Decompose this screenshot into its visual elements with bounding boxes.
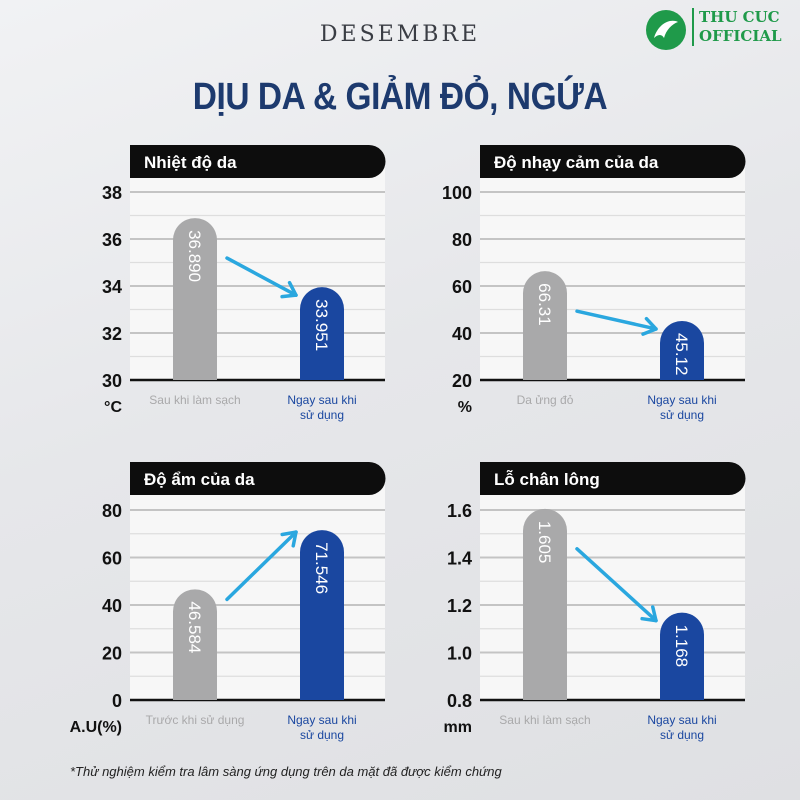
unit-label: % xyxy=(458,399,472,416)
bar-value-label: 36.890 xyxy=(185,230,204,282)
y-tick-label: 1.2 xyxy=(447,596,472,616)
chart-header xyxy=(130,145,386,178)
category-label-line: Ngay sau khi xyxy=(647,713,716,727)
bar-value-label: 1.605 xyxy=(535,521,554,564)
chart-title: Nhiệt độ da xyxy=(144,153,237,172)
trend-arrow-icon xyxy=(225,530,298,602)
bar-after xyxy=(660,612,704,700)
arrow-head-icon xyxy=(280,280,298,299)
logo-line1: THU CUC xyxy=(699,8,780,26)
y-tick-label: 30 xyxy=(102,371,122,391)
leaf-logo-icon xyxy=(646,10,686,50)
y-tick-label: 60 xyxy=(102,549,122,569)
y-tick-label: 38 xyxy=(102,183,122,203)
category-label: Ngay sau khi sử dụng xyxy=(287,393,356,422)
chart-1: Nhiệt độ da 30 32 34 36 38 °C 36.890 Sau khi làm… xyxy=(102,145,386,422)
y-tick-label: 40 xyxy=(452,324,472,344)
chart-title: Lỗ chân lông xyxy=(494,470,600,489)
bar-before xyxy=(523,271,567,380)
chart-header xyxy=(480,145,746,178)
category-label-line: Trước khi sử dụng xyxy=(146,713,245,727)
chart-3: Độ ẩm của da 0 20 40 60 80 A.U(%) 46.584 Trước k… xyxy=(70,462,386,742)
trend-arrow-icon xyxy=(575,547,658,623)
category-label: Sau khi làm sạch xyxy=(149,393,240,407)
y-tick-label: 1.6 xyxy=(447,501,472,521)
y-tick-label: 20 xyxy=(452,371,472,391)
category-label-line: Ngay sau khi xyxy=(647,393,716,407)
bar-value-label: 66.31 xyxy=(535,283,554,326)
category-label-line: sử dụng xyxy=(300,408,344,422)
trend-arrow-icon xyxy=(225,256,298,297)
chart-2: Độ nhạy cảm của da 20 40 60 80 100% 66.31 Da ửn… xyxy=(442,145,746,422)
y-tick-label: 1.4 xyxy=(447,549,472,569)
bar-value-label: 71.546 xyxy=(312,542,331,594)
unit-label: °C xyxy=(104,399,122,416)
logo-line2: OFFICIAL xyxy=(699,27,782,45)
y-tick-label: 80 xyxy=(102,501,122,521)
bar-after xyxy=(300,530,344,700)
y-tick-label: 34 xyxy=(102,277,122,297)
category-label: Ngay sau khi sử dụng xyxy=(647,393,716,422)
y-tick-label: 32 xyxy=(102,324,122,344)
category-label-line: Sau khi làm sạch xyxy=(149,393,240,407)
category-label-line: sử dụng xyxy=(660,408,704,422)
chart-title: Độ nhạy cảm của da xyxy=(494,153,659,172)
category-label-line: Da ửng đỏ xyxy=(517,393,574,407)
y-tick-label: 1.0 xyxy=(447,644,472,664)
bar-after xyxy=(660,320,704,380)
y-tick-label: 80 xyxy=(452,230,472,250)
unit-label: mm xyxy=(444,719,472,736)
y-tick-label: 20 xyxy=(102,644,122,664)
brand-name: DESEMBRE xyxy=(319,22,481,47)
bar-value-label: 1.168 xyxy=(672,625,691,668)
category-label: Ngay sau khi sử dụng xyxy=(287,713,356,742)
thu-cuc-logo: THU CUC OFFICIAL xyxy=(640,4,800,54)
arrow-head-icon xyxy=(641,316,658,336)
plot-area xyxy=(130,482,385,700)
bar-after xyxy=(300,287,344,380)
arrow-head-icon xyxy=(280,530,298,548)
bar-value-label: 33.951 xyxy=(312,299,331,351)
bar-before xyxy=(173,218,217,380)
chart-title: Độ ẩm của da xyxy=(144,470,255,489)
category-label: Sau khi làm sạch xyxy=(499,713,590,727)
category-label: Da ửng đỏ xyxy=(517,393,574,407)
y-tick-label: 40 xyxy=(102,596,122,616)
category-label-line: Sau khi làm sạch xyxy=(499,713,590,727)
chart-header xyxy=(130,462,386,495)
page-title: DỊU DA & GIẢM ĐỎ, NGỨA xyxy=(192,76,608,118)
y-tick-label: 36 xyxy=(102,230,122,250)
plot-area xyxy=(480,165,745,380)
category-label: Ngay sau khi sử dụng xyxy=(647,713,716,742)
bar-value-label: 46.584 xyxy=(185,601,204,653)
plot-area xyxy=(480,482,745,700)
bar-before xyxy=(523,508,567,700)
category-label-line: Ngay sau khi xyxy=(287,713,356,727)
category-label-line: Ngay sau khi xyxy=(287,393,356,407)
category-label-line: sử dụng xyxy=(660,728,704,742)
bar-value-label: 45.12 xyxy=(672,333,691,376)
category-label-line: sử dụng xyxy=(300,728,344,742)
y-tick-label: 0.8 xyxy=(447,691,472,711)
chart-4: Lỗ chân lông 0.8 1.0 1.2 1.4 1.6 mm 1.605 Sau kh… xyxy=(444,462,746,742)
y-tick-label: 60 xyxy=(452,277,472,297)
y-tick-label: 0 xyxy=(112,691,122,711)
bar-before xyxy=(173,589,217,700)
trend-arrow-icon xyxy=(575,309,658,331)
arrow-head-icon xyxy=(640,605,658,623)
chart-header xyxy=(480,462,746,495)
footnote: *Thử nghiệm kiểm tra lâm sàng ứng dụng t… xyxy=(70,764,502,779)
unit-label: A.U(%) xyxy=(70,719,122,736)
category-label: Trước khi sử dụng xyxy=(146,713,245,727)
y-tick-label: 100 xyxy=(442,183,472,203)
